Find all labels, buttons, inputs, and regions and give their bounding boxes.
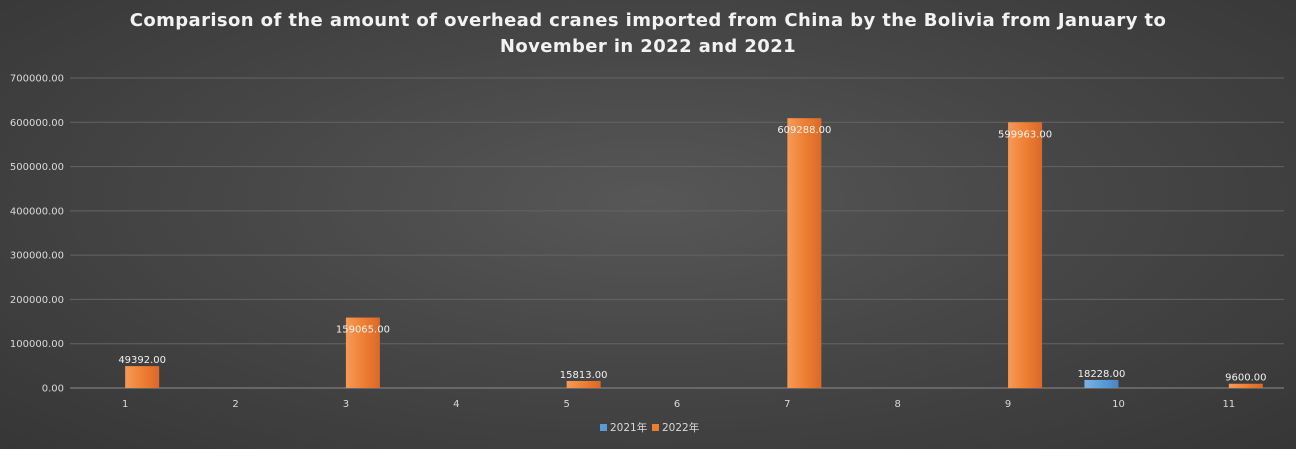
y-tick-label: 600000.00 [10, 118, 64, 129]
y-tick-label: 200000.00 [10, 295, 64, 306]
chart-title-line-2: November in 2022 and 2021 [499, 36, 797, 57]
data-label: 9600.00 [1225, 373, 1266, 384]
bar-2021年-10 [1084, 379, 1119, 388]
x-tick-label: 1 [122, 399, 128, 410]
x-tick-label: 9 [1005, 399, 1011, 410]
bar-2022年-5 [566, 380, 601, 388]
bar-2022年-1 [125, 366, 160, 388]
x-tick-label: 11 [1222, 399, 1235, 410]
y-tick-label: 100000.00 [10, 339, 64, 350]
y-tick-label: 400000.00 [10, 206, 64, 217]
data-label: 15813.00 [560, 370, 608, 381]
bar-2022年-9 [1008, 122, 1043, 389]
x-tick-label: 6 [674, 399, 680, 410]
x-tick-label: 3 [343, 399, 349, 410]
bar-2022年-7 [787, 118, 822, 388]
chart-title: Comparison of the amount of overhead cra… [0, 8, 1296, 60]
bar-2022年-11 [1228, 383, 1263, 388]
data-label: 18228.00 [1078, 369, 1126, 380]
chart-title-line-1: Comparison of the amount of overhead cra… [129, 10, 1167, 31]
data-label: 599963.00 [998, 129, 1052, 140]
data-labels: 18228.00 49392.00 159065.00 15813.00 609288.… [118, 125, 1266, 384]
legend: 2021年 2022年 [600, 421, 699, 434]
legend-swatch-2021年 [600, 424, 607, 431]
data-label: 609288.00 [777, 125, 831, 136]
x-tick-label: 2 [232, 399, 238, 410]
y-tick-label: 300000.00 [10, 251, 64, 262]
x-tick-label: 10 [1112, 399, 1125, 410]
data-label: 159065.00 [336, 325, 390, 336]
bars [125, 118, 1263, 389]
legend-label: 2022年 [662, 421, 699, 434]
y-tick-label: 700000.00 [10, 74, 64, 85]
legend-swatch-2022年 [652, 424, 659, 431]
y-axis: 0.00 100000.00 200000.00 300000.00 400000.00… [10, 74, 64, 395]
x-axis: 1 2 3 4 5 6 7 8 9 10 11 [122, 399, 1235, 410]
x-tick-label: 5 [563, 399, 569, 410]
gridlines [70, 77, 1284, 389]
x-tick-label: 8 [895, 399, 901, 410]
y-tick-label: 500000.00 [10, 162, 64, 173]
data-label: 49392.00 [118, 355, 166, 366]
y-tick-label: 0.00 [42, 384, 64, 395]
x-tick-label: 4 [453, 399, 459, 410]
x-tick-label: 7 [784, 399, 790, 410]
legend-label: 2021年 [610, 421, 647, 434]
bar-2022年-3 [345, 317, 380, 388]
